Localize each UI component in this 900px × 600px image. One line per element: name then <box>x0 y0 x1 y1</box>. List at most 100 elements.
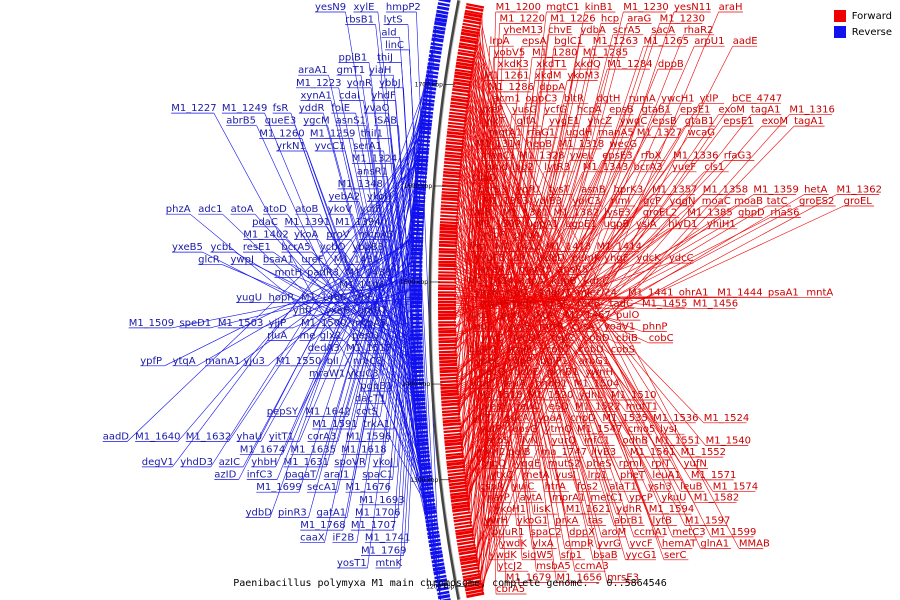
forward-gene-label: yuxK <box>474 287 499 298</box>
forward-gene-label: gbpD <box>738 207 765 218</box>
reverse-gene-label: yfhF <box>352 293 374 304</box>
reverse-feature-block <box>419 121 432 127</box>
reverse-feature-block <box>410 336 423 341</box>
reverse-gene-label: M1_1699 <box>256 482 301 493</box>
reverse-gene-label: yjjP <box>269 318 287 329</box>
forward-gene-label: yoaV1 <box>604 322 635 333</box>
label-connector <box>275 130 422 468</box>
reverse-feature-block <box>415 425 428 431</box>
forward-feature-block <box>448 478 467 483</box>
forward-gene-label: yvrC <box>481 333 504 344</box>
label-connector <box>474 45 523 560</box>
forward-gene-label: wcaG <box>688 128 716 139</box>
forward-gene-label: ugpE1 <box>565 219 597 230</box>
forward-gene-label: ycfG <box>544 105 567 116</box>
reverse-feature-block <box>410 260 423 264</box>
label-connector <box>126 163 419 442</box>
reverse-gene-label: M1_1674 <box>240 444 285 455</box>
reverse-feature-block <box>431 37 444 43</box>
forward-gene-label: asnB <box>581 185 606 196</box>
forward-gene-label: M1_1582 <box>694 493 739 504</box>
reverse-gene-label: bcrA5 <box>281 242 310 253</box>
forward-feature-block <box>466 3 485 9</box>
reverse-feature-block <box>414 422 427 426</box>
reverse-feature-block <box>437 590 450 596</box>
forward-feature-block <box>447 468 466 473</box>
forward-feature-block <box>439 373 458 377</box>
reverse-feature-block <box>423 94 436 99</box>
forward-feature-block <box>438 284 457 287</box>
forward-feature-block <box>448 114 467 120</box>
forward-gene-label: M1_1343 <box>583 162 628 173</box>
label-connector <box>474 45 740 549</box>
reverse-feature-block <box>418 462 431 467</box>
reverse-swatch <box>833 26 846 38</box>
forward-feature-block <box>463 19 482 25</box>
forward-gene-label: yycG1 <box>626 550 657 561</box>
forward-feature-block <box>442 174 461 179</box>
forward-feature-block <box>450 494 469 500</box>
forward-gene-label: xkdT1 <box>536 59 567 70</box>
forward-gene-label: chvE <box>548 25 572 36</box>
forward-gene-label: M1_1599 <box>711 527 756 538</box>
forward-gene-label: lisK <box>533 504 551 515</box>
forward-feature-block <box>443 429 462 434</box>
forward-gene-label: M1_1382 <box>554 207 599 218</box>
forward-feature-block <box>466 591 485 599</box>
label-connector <box>459 160 725 438</box>
forward-feature-block <box>450 491 469 497</box>
forward-gene-label: xkdM <box>535 71 562 82</box>
scale-label: 1600 kbp <box>404 183 432 190</box>
reverse-gene-label: asnS1 <box>336 116 366 127</box>
reverse-feature-block <box>410 345 423 349</box>
forward-gene-label: tadC <box>610 299 633 310</box>
forward-feature-block <box>439 240 458 244</box>
reverse-gene-label: M1_1402 <box>243 230 288 241</box>
forward-feature-block <box>445 147 464 152</box>
reverse-gene-label: M1_1640 <box>135 432 180 443</box>
forward-feature-block <box>438 297 456 300</box>
reverse-feature-block <box>433 25 446 31</box>
label-connector <box>269 81 428 518</box>
forward-feature-block <box>442 184 461 189</box>
forward-gene-label: ydpP <box>508 356 533 367</box>
forward-gene-label: pheT <box>620 470 646 481</box>
forward-gene-label: mgtC1 <box>546 2 579 13</box>
forward-gene-label: yhcZ <box>588 116 613 127</box>
forward-feature-block <box>458 549 477 556</box>
forward-feature-block <box>461 566 480 572</box>
forward-gene-label: bglC1 <box>554 36 583 47</box>
reverse-gene-label: ald <box>381 27 396 38</box>
forward-gene-label: M1_1679 <box>506 573 551 584</box>
reverse-feature-block <box>428 542 442 548</box>
forward-feature-block <box>457 540 476 546</box>
label-connector <box>471 67 570 537</box>
forward-gene-labels: M1_1200 mgtC1 kinB1 M1_1230 yesN11 araHM1_122… <box>468 2 882 595</box>
forward-feature-block <box>449 488 468 493</box>
forward-gene-label: ykoG1 <box>517 516 549 527</box>
forward-feature-block <box>457 544 476 549</box>
forward-gene-label: ywdK <box>500 538 527 549</box>
reverse-feature-block <box>410 304 422 309</box>
forward-feature-block <box>452 507 471 513</box>
forward-feature-block <box>444 151 463 156</box>
reverse-gene-label: mcpA3 <box>359 230 394 241</box>
label-connector <box>338 87 429 526</box>
forward-gene-label: xkdQ <box>575 59 601 70</box>
reverse-feature-block <box>410 300 422 305</box>
reverse-gene-label: ykoU <box>367 192 392 203</box>
reverse-gene-label: iSAB <box>374 116 397 127</box>
forward-gene-label: ywqC <box>620 116 647 127</box>
reverse-feature-block <box>422 498 435 503</box>
forward-feature-block <box>439 359 458 364</box>
reverse-gene-label: cdaI <box>339 91 360 102</box>
label-connector <box>458 181 538 423</box>
forward-gene-label: M1_1318 <box>559 139 604 150</box>
reverse-gene-label: M1_1596 <box>346 432 391 443</box>
forward-gene-label: ytlP <box>700 93 719 104</box>
forward-gene-label: yvrH <box>484 516 507 527</box>
forward-gene-label: htrA <box>545 481 566 492</box>
forward-gene-label: dppA <box>539 82 565 93</box>
forward-feature-block <box>441 409 461 414</box>
forward-feature-block <box>438 350 457 354</box>
